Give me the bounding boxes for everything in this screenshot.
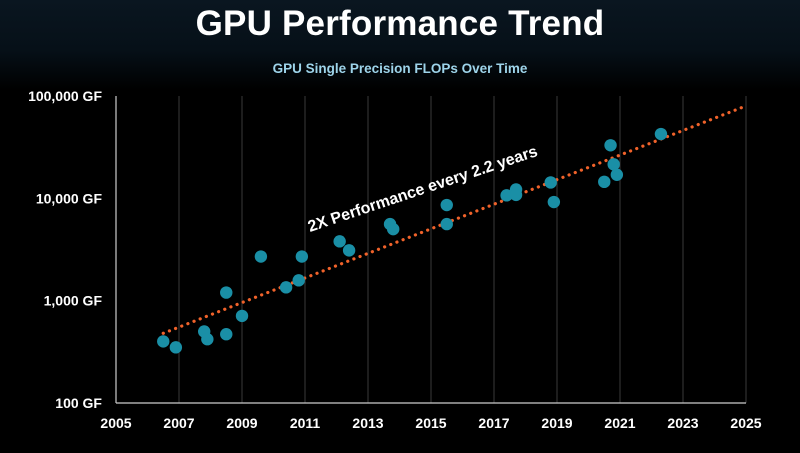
data-point [295,250,309,263]
data-point [598,175,611,189]
data-point [654,127,668,141]
y-tick-label: 1,000 GF [44,293,103,309]
x-tick-label: 2021 [604,415,635,431]
data-point [254,250,268,263]
x-tick-label: 2013 [352,415,383,431]
data-point [607,158,620,171]
y-tick-label: 10,000 GF [36,190,103,206]
data-point [440,217,453,231]
data-point [509,188,523,202]
data-point [342,244,356,257]
data-point [220,286,233,299]
data-point [333,235,346,248]
x-tick-label: 2023 [667,415,698,431]
data-point [610,168,624,181]
x-tick-label: 2007 [163,415,194,431]
x-tick-label: 2011 [290,415,321,431]
x-tick-label: 2019 [541,415,572,431]
slide-title: GPU Performance Trend [195,4,605,43]
data-point [604,139,617,152]
trendline [161,104,748,335]
data-point [220,328,233,341]
data-point [387,222,400,236]
y-tick-label: 100 GF [55,395,102,411]
data-point [279,281,293,294]
data-point [235,309,249,323]
x-tick-label: 2015 [415,415,446,431]
axes [115,96,746,404]
data-point [201,333,214,346]
y-tick-label: 100,000 GF [28,88,102,104]
data-point [500,189,513,202]
data-point [169,341,183,354]
x-tick-label: 2017 [478,415,509,431]
data-points [157,127,668,354]
data-point [292,274,305,287]
title-background [0,0,800,90]
x-tick-label: 2009 [226,415,257,431]
x-tick-label: 2005 [100,415,131,431]
trendline-group [161,104,748,335]
vertical-gridlines [178,96,747,403]
x-tick-label: 2025 [730,415,761,431]
x-axis-tick-labels: 2005 2007 2009 2011 2013 2015 2017 2019 2021 2023… [100,415,761,431]
slide-subtitle: GPU Single Precision FLOPs Over Time [272,61,528,76]
data-point [440,198,453,212]
data-point [544,176,557,189]
data-point [547,195,561,209]
data-point [157,335,170,348]
y-axis-tick-labels: 100 GF 1,000 GF 10,000 GF 100,000 GF [28,88,102,411]
